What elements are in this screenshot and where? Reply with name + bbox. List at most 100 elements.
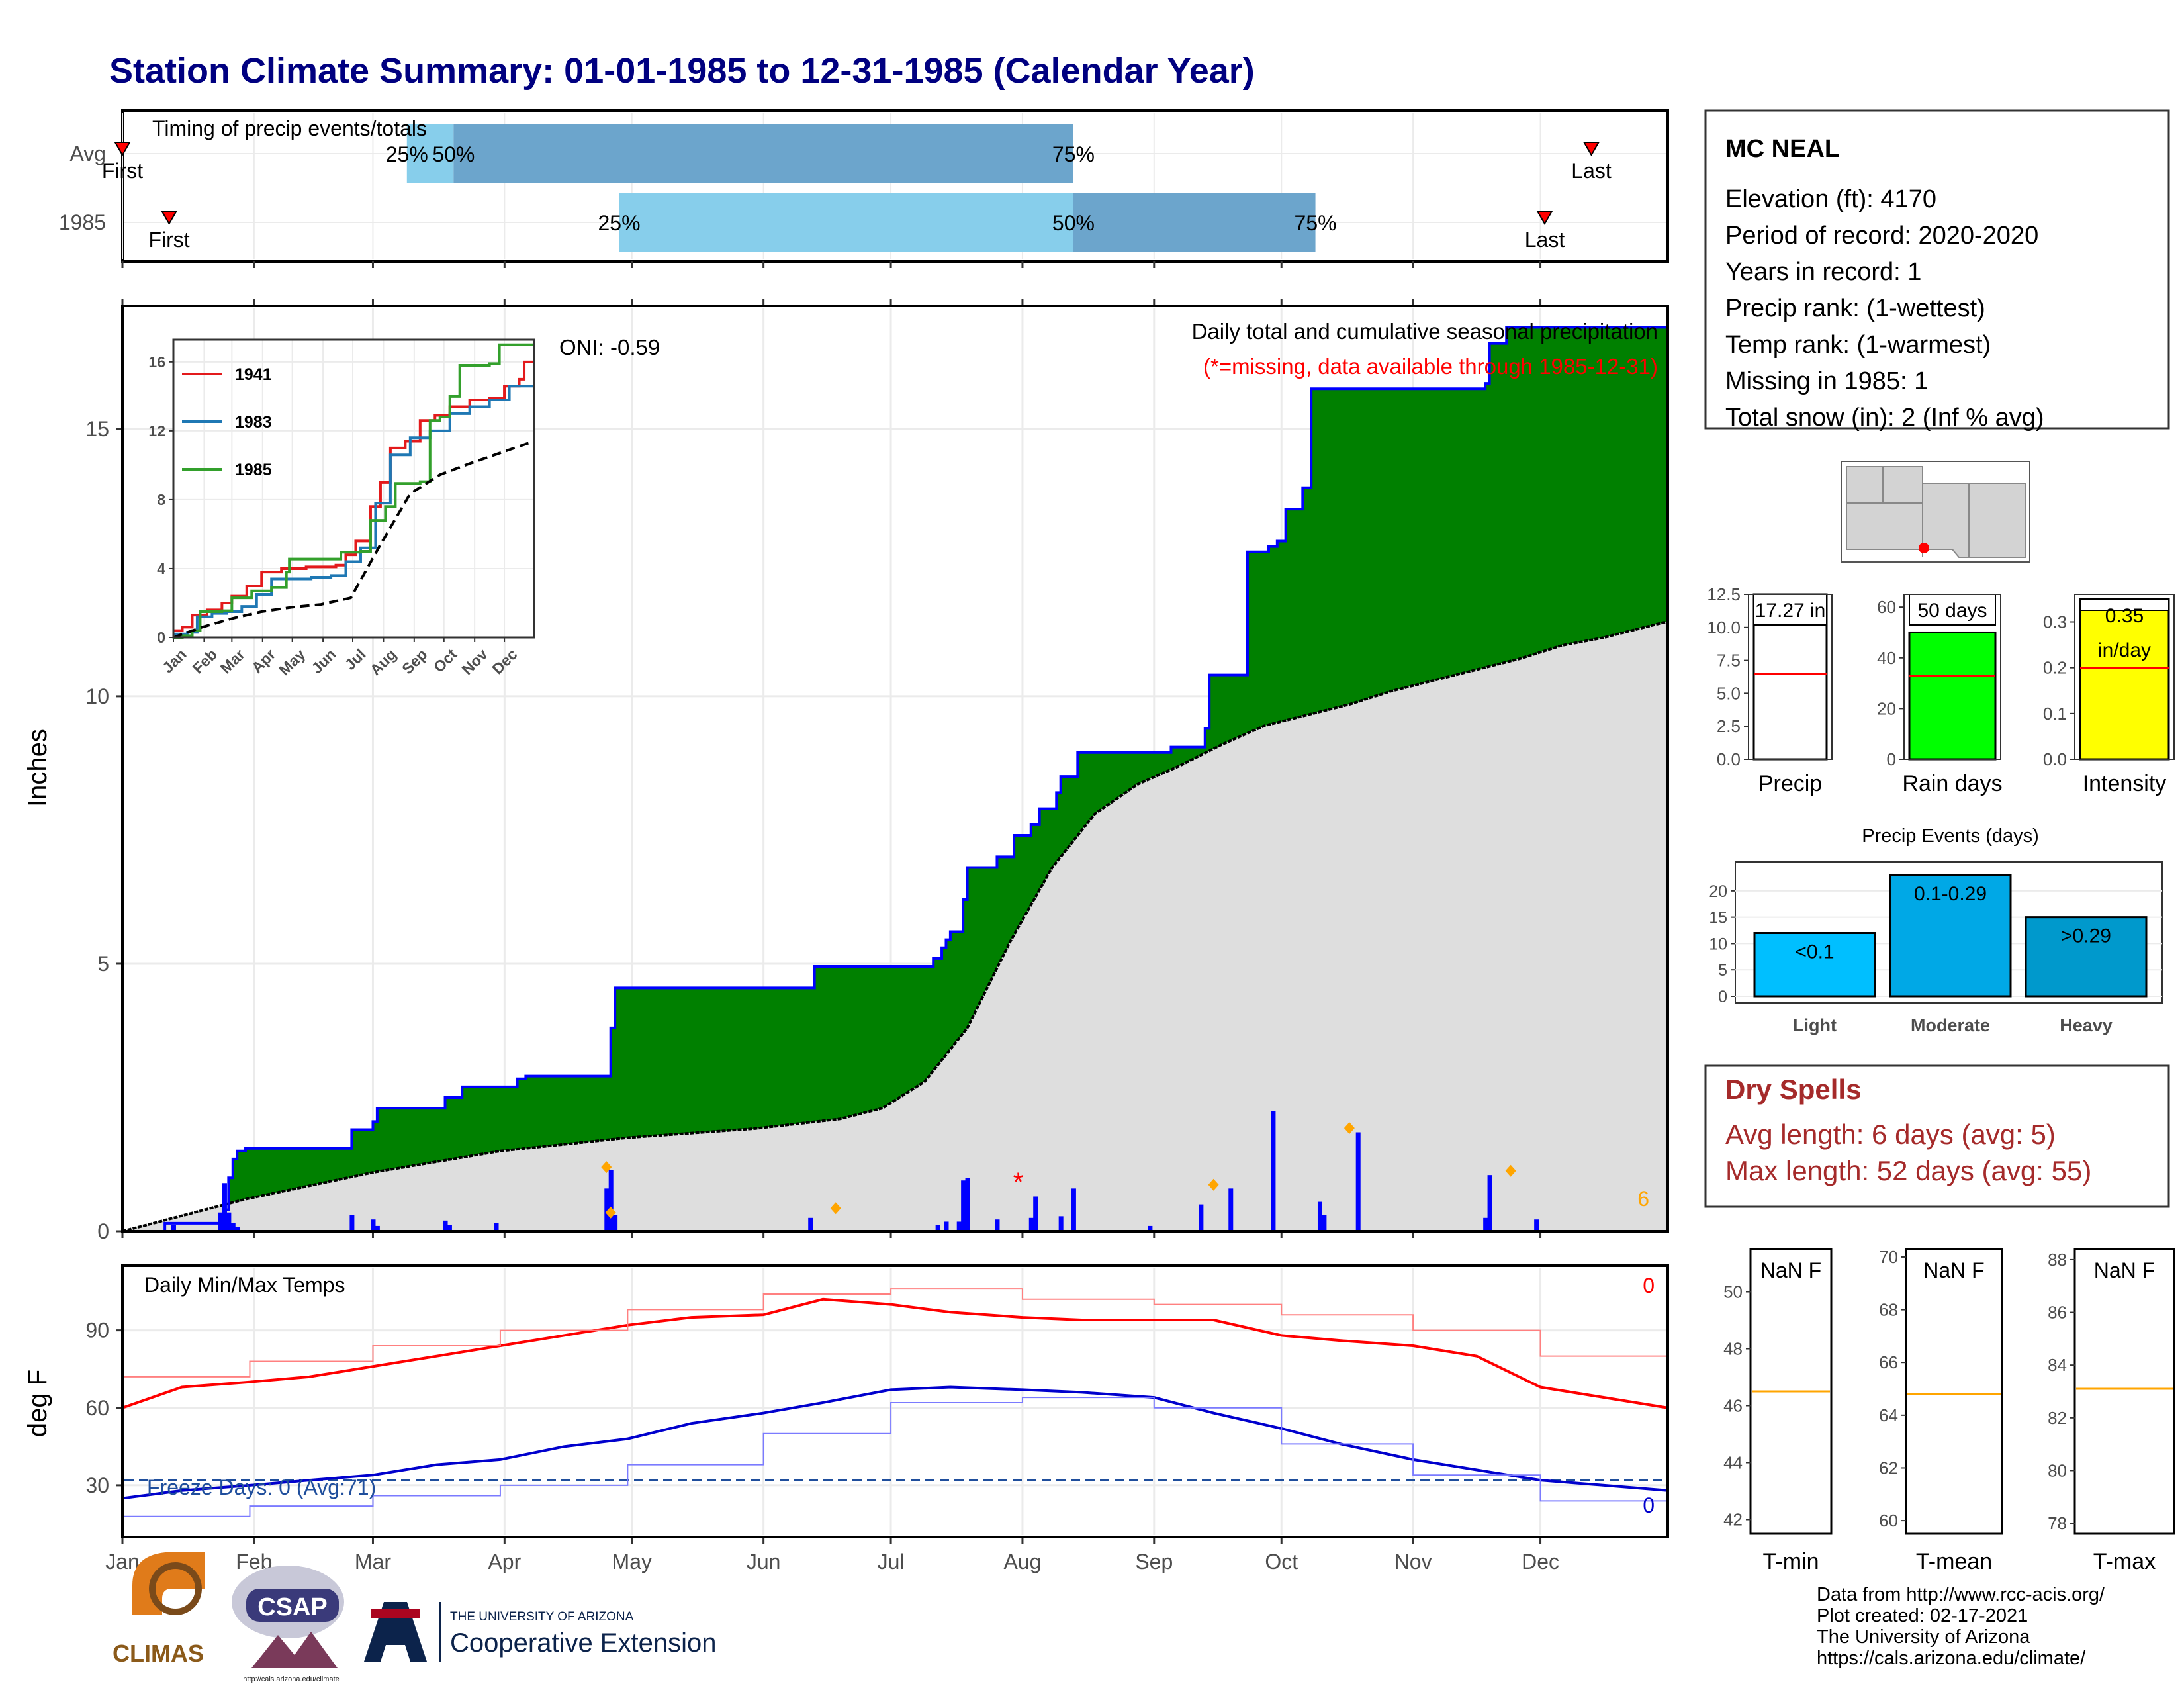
dry-spells-avg: Avg length: 6 days (avg: 5): [1725, 1119, 2056, 1150]
station-location-marker: [1919, 543, 1929, 553]
timing-q25-label: 25%: [386, 142, 428, 166]
heavy-precip-marker: [1505, 1164, 1516, 1177]
inset-ytick-label: 12: [148, 422, 165, 440]
precip-ytick-label: 5: [97, 952, 109, 976]
daily-precip-bar: [222, 1183, 227, 1231]
daily-precip-bar: [1322, 1215, 1327, 1231]
precip-ylabel: Inches: [23, 729, 52, 807]
month-label: Jun: [747, 1550, 781, 1573]
temperature-ylabel: deg F: [23, 1370, 52, 1437]
daily-precip-bar: [1199, 1204, 1204, 1231]
timing-first-marker: [114, 142, 131, 156]
inset-ytick-label: 16: [148, 353, 165, 371]
footer-line: Data from http://www.rcc-acis.org/: [1817, 1584, 2105, 1605]
timing-last-marker: [1536, 211, 1553, 225]
timing-q50-label: 50%: [1052, 211, 1095, 235]
timing-row-1985-label: 1985: [59, 211, 106, 234]
mini-value-label: 50 days: [1917, 600, 1987, 622]
precip-event-bar: [2025, 916, 2148, 998]
precip-chart-title: Daily total and cumulative seasonal prec…: [1192, 319, 1658, 344]
temp-series-avg-min: [122, 1397, 1668, 1517]
daily-precip-bar: [1534, 1219, 1539, 1231]
temp-series-avg-max: [122, 1288, 1668, 1378]
daily-precip-bar: [1033, 1196, 1038, 1231]
temp-summary-ytick-label: 86: [2048, 1303, 2067, 1323]
locator-map: [1841, 461, 2030, 563]
timing-bar-q25-q50: [406, 124, 454, 183]
temp-summary-label: T-mean: [1916, 1549, 1992, 1574]
daily-precip-bar: [235, 1227, 240, 1231]
mini-value-bar: [2079, 598, 2170, 761]
mini-ytick-label: 40: [1877, 648, 1896, 668]
intensity-unit-label: in/day: [2098, 639, 2151, 661]
events-ytick-label: 20: [1709, 882, 1727, 901]
month-label: Dec: [1522, 1550, 1559, 1573]
daily-precip-bar: [1071, 1188, 1076, 1231]
dry-spells-max: Max length: 52 days (avg: 55): [1725, 1155, 2091, 1186]
heavy-precip-marker: [605, 1206, 616, 1219]
precip-events-title: Precip Events (days): [1862, 825, 2039, 847]
heavy-count: 6: [1637, 1187, 1649, 1211]
daily-precip-bar: [808, 1217, 813, 1231]
temp-ytick-label: 30: [85, 1474, 109, 1497]
precip-ytick-label: 0: [97, 1219, 109, 1243]
timing-bar-q25-q50: [619, 193, 1073, 252]
month-label: Aug: [1003, 1550, 1041, 1573]
temp-summary-ytick-label: 66: [1879, 1352, 1898, 1372]
precip-event-bar: [1889, 874, 2012, 998]
mini-ytick-label: 2.5: [1717, 716, 1741, 736]
precip-frame: [121, 305, 1669, 1233]
station-info-line: Years in record: 1: [1725, 258, 1921, 286]
freeze-days-label: Freeze Days: 0 (Avg:71): [147, 1476, 376, 1499]
temp-summary-ytick-label: 46: [1723, 1396, 1743, 1416]
mini-value-label: 17.27 in: [1755, 600, 1826, 622]
temp-summary-ytick-label: 78: [2048, 1513, 2067, 1533]
mini-chart-frame: [1903, 594, 2001, 760]
daily-precip-bar: [944, 1221, 949, 1231]
mini-chart-label: Precip: [1758, 771, 1822, 796]
inset-legend-label: 1985: [235, 461, 272, 479]
daily-precip-bar: [371, 1219, 376, 1231]
timing-label: Timing of precip events/totals: [152, 117, 427, 140]
mini-value-label-box: [1753, 594, 1827, 626]
mini-ytick-label: 20: [1877, 698, 1896, 718]
heavy-precip-marker: [1343, 1122, 1355, 1135]
mini-chart-label: Rain days: [1902, 771, 2002, 796]
csap-url: http://cals.arizona.edu/climate: [243, 1675, 340, 1683]
mini-ytick-label: 0.0: [1717, 749, 1741, 769]
timing-q75-label: 75%: [1295, 211, 1337, 235]
footer-line: The University of Arizona: [1817, 1626, 2030, 1648]
mini-ytick-label: 7.5: [1717, 651, 1741, 671]
month-label: Jan: [105, 1550, 140, 1573]
station-info-line: Precip rank: (1-wettest): [1725, 295, 1985, 322]
timing-first-label: First: [102, 159, 143, 183]
temp-series-max: [122, 1297, 1668, 1409]
temp-summary-value-label: NaN F: [1923, 1258, 1984, 1282]
mini-ytick-label: 0.3: [2043, 612, 2067, 632]
daily-precip-bar: [1355, 1132, 1361, 1231]
daily-precip-bar: [1148, 1225, 1153, 1231]
daily-precip-bar: [1487, 1175, 1492, 1231]
precip-event-category: Moderate: [1911, 1015, 1990, 1035]
mini-ytick-label: 5.0: [1717, 683, 1741, 703]
temp-summary-frame: [2073, 1248, 2175, 1535]
precip-events-chart: Precip Events (days) 0 5 10 15 20 <0.1 Light 0.…: [1709, 825, 2163, 1035]
temp-summary-ytick-label: 64: [1879, 1405, 1898, 1425]
month-label: Nov: [1394, 1550, 1432, 1573]
inset-frame: [172, 338, 535, 639]
heavy-precip-marker: [830, 1202, 841, 1215]
missing-day-marker: *: [1013, 1168, 1024, 1197]
temp-summary-ytick-label: 44: [1723, 1453, 1743, 1473]
daily-precip-bar: [230, 1223, 236, 1231]
climas-logo: CLIMAS: [113, 1552, 205, 1667]
mini-chart-label: Intensity: [2083, 771, 2167, 796]
temp-summary-ytick-label: 42: [1723, 1510, 1743, 1530]
cumulative-precip-area: [122, 307, 1668, 1231]
precip-event-bar: [1753, 932, 1876, 998]
mini-ytick-label: 12.5: [1707, 585, 1741, 604]
temp-summary-value-label: NaN F: [2094, 1258, 2155, 1282]
mini-ytick-label: 60: [1877, 597, 1896, 617]
heavy-precip-marker: [1208, 1178, 1219, 1191]
station-name: MC NEAL: [1725, 135, 1840, 163]
